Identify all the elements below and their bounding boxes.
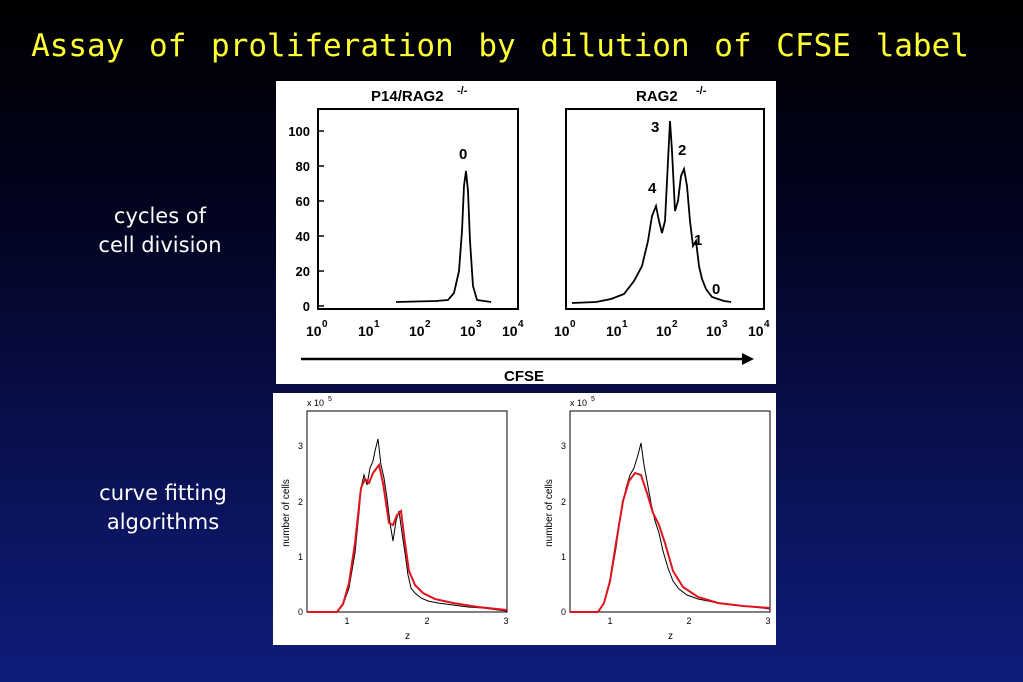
fit-right-data-trace	[570, 442, 771, 613]
fit-right-xlabel: z	[668, 631, 673, 642]
x-tick-base: 10	[606, 323, 622, 339]
cfse-arrow-head	[742, 353, 754, 365]
peak-label: 1	[694, 232, 702, 249]
fit-left-multiplier: x 10	[307, 398, 324, 408]
curve-label-line2: algorithms	[106, 510, 220, 534]
y-tick-label: 1	[298, 552, 303, 562]
x-tick-base: 10	[706, 323, 722, 339]
x-tick-exp: 0	[322, 319, 328, 330]
right-plot-title: RAG2	[636, 88, 678, 105]
x-tick-exp: 2	[425, 319, 431, 330]
left-plot-title: P14/RAG2	[371, 88, 444, 105]
fit-left-multiplier-exp: 5	[328, 396, 332, 403]
x-tick-label: 3	[765, 616, 770, 626]
peak-label: 4	[648, 180, 657, 197]
fit-right-ylabel: number of cells	[544, 479, 555, 547]
x-tick-label: 1	[607, 616, 612, 626]
y-tick-label: 60	[296, 194, 310, 209]
y-tick-label: 20	[296, 264, 310, 279]
left-peak-label: 0	[459, 146, 467, 163]
cycles-label-line1: cycles of	[113, 204, 207, 228]
x-tick-base: 10	[656, 323, 672, 339]
left-plot-frame	[317, 108, 519, 310]
cycles-label: cycles of cell division	[80, 202, 240, 260]
fit-right-red-curve	[570, 471, 771, 613]
x-tick-base: 10	[358, 323, 374, 339]
y-tick-label: 3	[298, 441, 303, 451]
x-tick-exp: 4	[518, 319, 524, 330]
curve-fitting-panel: x 10 5 number of cells 3 2 1 0 1 2 3 z x…	[273, 393, 776, 645]
y-tick-label: 2	[298, 497, 303, 507]
peak-label: 2	[678, 142, 686, 159]
fit-left-ylabel: number of cells	[281, 479, 292, 547]
curve-fitting-label: curve fitting algorithms	[80, 479, 246, 537]
cfse-axis-label: CFSE	[504, 368, 544, 384]
fit-left-frame	[306, 410, 508, 613]
left-histogram-trace	[395, 170, 492, 303]
x-tick-exp: 3	[722, 319, 728, 330]
left-y-axis: 100 80 60 40 20 0	[288, 124, 310, 314]
x-tick-base: 10	[554, 323, 570, 339]
y-tick-label: 80	[296, 159, 310, 174]
y-tick-label: 0	[303, 299, 310, 314]
curve-label-line1: curve fitting	[99, 481, 227, 505]
x-tick-base: 10	[748, 323, 764, 339]
cfse-histogram-panel: P14/RAG2 -/- RAG2 -/- 100 80 60 40 20 0 …	[276, 81, 776, 385]
cfse-histogram-figure: P14/RAG2 -/- RAG2 -/- 100 80 60 40 20 0 …	[288, 85, 770, 385]
left-y-ticks	[318, 130, 324, 307]
fit-right-multiplier-exp: 5	[591, 396, 595, 403]
x-tick-base: 10	[502, 323, 518, 339]
peak-label: 3	[651, 119, 659, 136]
right-plot-frame	[565, 108, 765, 310]
y-tick-label: 0	[298, 607, 303, 617]
right-plot-title-sup: -/-	[696, 85, 707, 97]
x-tick-exp: 4	[764, 319, 770, 330]
fit-left-x-axis: 1 2 3	[344, 616, 508, 626]
fit-left-data-trace	[307, 438, 508, 613]
y-tick-label: 100	[288, 124, 310, 139]
right-x-axis: 10 0 10 1 10 2 10 3 10 4	[554, 319, 770, 339]
fit-right-x-axis: 1 2 3	[607, 616, 770, 626]
x-tick-exp: 1	[374, 319, 380, 330]
fit-right-multiplier: x 10	[570, 398, 587, 408]
slide-title: Assay of proliferation by dilution of CF…	[31, 28, 969, 64]
x-tick-label: 2	[686, 616, 691, 626]
y-tick-label: 3	[561, 441, 566, 451]
x-tick-exp: 2	[672, 319, 678, 330]
x-tick-label: 3	[503, 616, 508, 626]
fit-left-xlabel: z	[405, 631, 410, 642]
y-tick-label: 0	[561, 607, 566, 617]
x-tick-exp: 1	[622, 319, 628, 330]
x-tick-base: 10	[460, 323, 476, 339]
curve-fitting-figure: x 10 5 number of cells 3 2 1 0 1 2 3 z x…	[281, 396, 771, 642]
y-tick-label: 40	[296, 229, 310, 244]
x-tick-label: 1	[344, 616, 349, 626]
x-tick-exp: 0	[570, 319, 576, 330]
left-plot-title-sup: -/-	[457, 85, 468, 97]
peak-label: 0	[712, 281, 720, 298]
cycles-label-line2: cell division	[98, 233, 222, 257]
right-histogram-trace	[571, 120, 732, 304]
fit-right-frame	[569, 410, 771, 613]
left-x-axis: 10 0 10 1 10 2 10 3 10 4	[306, 319, 524, 339]
fit-left-red-curve	[307, 462, 508, 613]
y-tick-label: 2	[561, 497, 566, 507]
fit-right-y-axis: 3 2 1 0	[561, 441, 566, 617]
fit-left-y-axis: 3 2 1 0	[298, 441, 303, 617]
x-tick-base: 10	[306, 323, 322, 339]
x-tick-base: 10	[409, 323, 425, 339]
x-tick-label: 2	[424, 616, 429, 626]
x-tick-exp: 3	[476, 319, 482, 330]
y-tick-label: 1	[561, 552, 566, 562]
